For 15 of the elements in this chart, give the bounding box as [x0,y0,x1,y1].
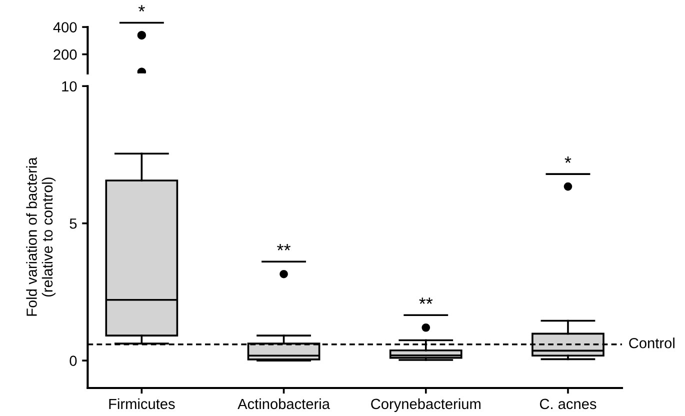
y-tick-label: 400 [53,22,77,32]
x-tick-label: Firmicutes [109,398,175,410]
text: * [138,5,145,12]
annotation: * [564,156,572,163]
x-tick-label: C. acnes [540,398,596,410]
y-tick-label: 10 [62,81,77,92]
ref-line-label: Control [629,338,674,348]
annotation: ** [419,298,433,304]
y-tick-label: 0 [70,356,77,366]
y-axis-title: Fold variation of bacteria (relative to control) [26,157,56,316]
x-tick-label: Corynebacterium [371,398,480,412]
y-tick-label: 200 [54,49,77,60]
y-tick-label: 5 [70,218,77,229]
x-tick-label: Actinobacteria [238,398,330,410]
annotation: ** [277,244,291,250]
